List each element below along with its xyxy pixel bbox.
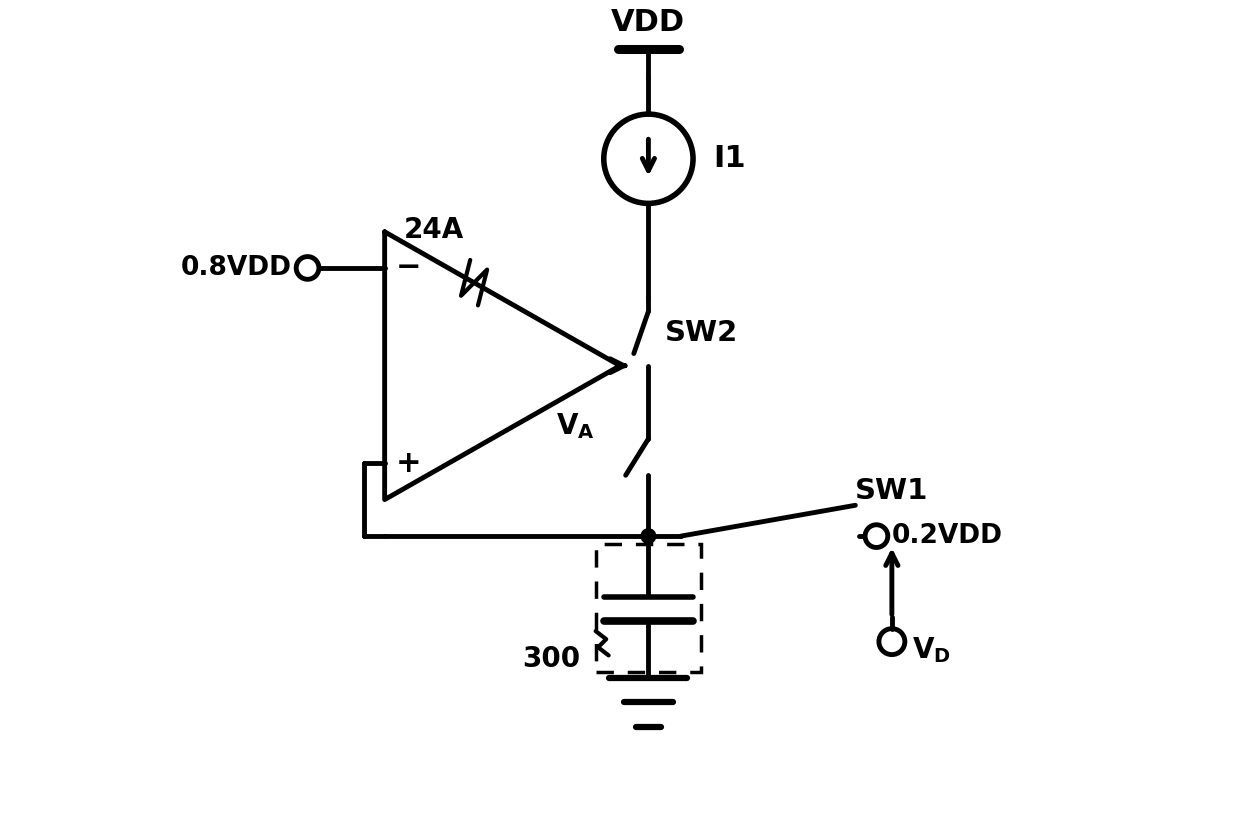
Text: $\mathbf{V_A}$: $\mathbf{V_A}$ bbox=[556, 412, 595, 442]
Text: −: − bbox=[397, 253, 422, 283]
Text: 0.8VDD: 0.8VDD bbox=[180, 255, 291, 281]
Text: 300: 300 bbox=[522, 646, 580, 673]
Text: +: + bbox=[397, 449, 422, 478]
Text: SW2: SW2 bbox=[665, 319, 738, 347]
Text: VDD: VDD bbox=[611, 8, 686, 37]
Circle shape bbox=[641, 528, 656, 543]
Text: I1: I1 bbox=[713, 144, 746, 173]
Bar bbox=[595, 544, 701, 672]
Text: $\mathbf{V_D}$: $\mathbf{V_D}$ bbox=[913, 635, 951, 665]
Text: 24A: 24A bbox=[403, 216, 464, 244]
Text: 0.2VDD: 0.2VDD bbox=[892, 523, 1003, 549]
Text: SW1: SW1 bbox=[856, 477, 929, 505]
